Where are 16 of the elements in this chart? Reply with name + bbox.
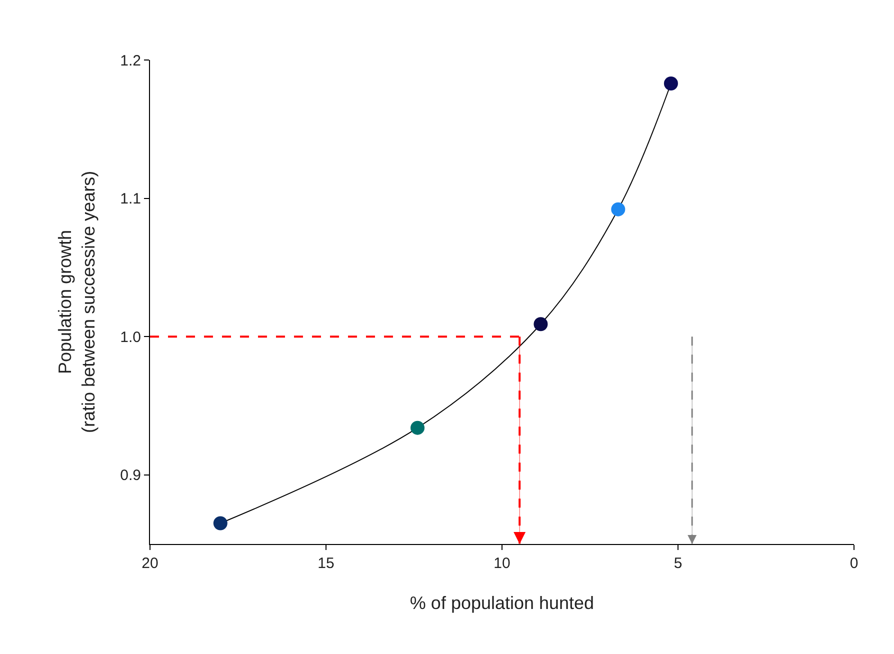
y-tick-label: 1.2: [120, 52, 141, 70]
y-tick-label: 1.0: [120, 328, 141, 346]
y-axis-title: Population growth (ratio between successive years): [54, 170, 98, 434]
y-tick-label: 0.9: [120, 467, 141, 484]
x-tick-label: 5: [674, 555, 682, 572]
x-tick-label: 10: [494, 555, 510, 572]
point: [664, 76, 678, 91]
x-tick-label: 20: [142, 555, 158, 572]
x-tick-label: 15: [318, 555, 334, 572]
point: [410, 420, 425, 435]
x-axis-title: % of population hunted: [410, 593, 594, 614]
point: [213, 516, 228, 530]
y-tick-label: 1.1: [120, 190, 141, 208]
x-tick-label: 0: [850, 555, 858, 572]
point: [534, 317, 548, 332]
point: [611, 202, 626, 216]
